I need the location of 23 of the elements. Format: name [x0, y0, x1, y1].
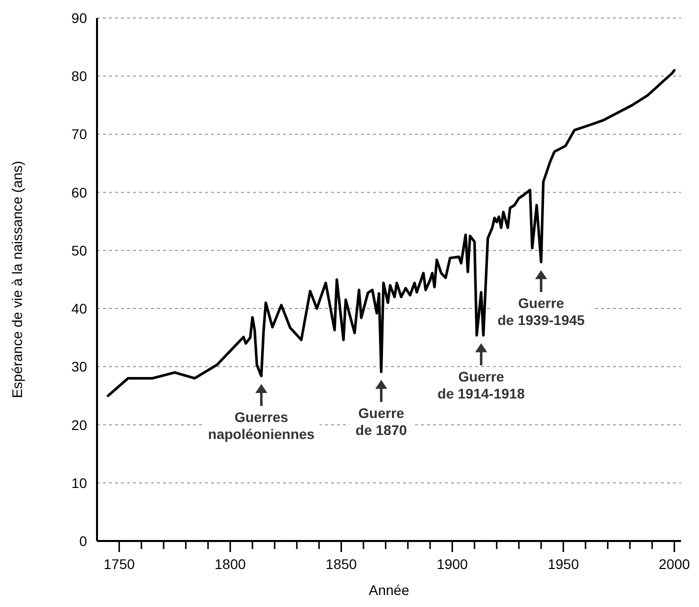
- y-tick-label: 0: [79, 533, 88, 549]
- y-axis-title: Espérance de vie à la naissance (ans): [9, 160, 25, 398]
- annotation: Guerre de 1870: [356, 404, 408, 438]
- y-tick-label: 20: [71, 416, 88, 433]
- x-tick-label: 1850: [326, 556, 358, 572]
- y-tick-label: 70: [71, 126, 88, 142]
- x-tick-label: 1900: [436, 556, 468, 572]
- x-tick-label: 1950: [548, 556, 580, 572]
- x-tick-label: 1750: [104, 556, 135, 572]
- y-tick-label: 60: [71, 184, 88, 200]
- y-tick-label: 30: [71, 358, 88, 375]
- y-tick-label: 40: [71, 300, 88, 317]
- annotation: Guerre de 1914-1918: [438, 368, 525, 402]
- y-tick-label: 10: [71, 474, 88, 491]
- y-tick-label: 90: [71, 10, 88, 26]
- x-axis-title: Année: [368, 582, 410, 598]
- annotation: Guerre de 1939-1945: [498, 295, 585, 328]
- x-tick-label: 2000: [658, 556, 690, 572]
- y-tick-label: 50: [71, 242, 88, 258]
- line-series: [106, 69, 676, 398]
- x-tick-label: 1800: [214, 556, 246, 572]
- y-tick-label: 80: [71, 68, 88, 84]
- annotation: Guerres napoléoniennes: [208, 408, 315, 442]
